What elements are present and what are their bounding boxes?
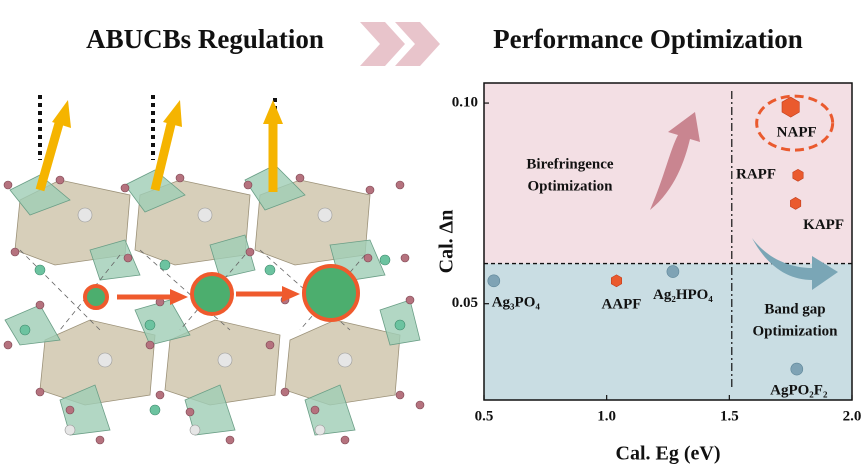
point-label: Ag₂HPO₄ xyxy=(653,287,713,303)
point xyxy=(792,168,804,182)
annotation: Optimization xyxy=(528,178,614,194)
arrow-birefringence xyxy=(650,112,700,210)
highlight-ring xyxy=(755,94,835,152)
point xyxy=(790,362,804,376)
point-label: AAPF xyxy=(601,296,641,312)
y-tick-label: 0.05 xyxy=(452,295,478,311)
point xyxy=(487,274,501,288)
plot: 0.5 1.0 1.5 2.0 0.05 0.10 Cal. Eg (eV) Cal. Δn B… xyxy=(436,82,862,465)
point xyxy=(781,96,800,118)
x-tick-label: 0.5 xyxy=(475,408,494,424)
point-label: Ag₃PO₄ xyxy=(492,294,541,310)
chevrons xyxy=(360,22,440,66)
right-heading: Performance Optimization xyxy=(493,24,803,54)
annotation: Birefringence xyxy=(526,156,614,172)
annotation: Optimization xyxy=(753,323,839,339)
point-label: NAPF xyxy=(777,125,817,141)
point-label: KAPF xyxy=(803,217,844,233)
point xyxy=(666,265,680,278)
point xyxy=(790,197,802,210)
x-axis-label: Cal. Eg (eV) xyxy=(616,443,721,465)
y-tick-label: 0.10 xyxy=(452,95,478,111)
plot-frame xyxy=(483,82,853,401)
point-label: AgPO₂F₂ xyxy=(770,383,828,399)
crystal-structure xyxy=(3,95,425,445)
x-tick-label: 2.0 xyxy=(843,408,862,424)
y-axis-label: Cal. Δn xyxy=(436,210,458,274)
annotation: Band gap xyxy=(764,301,825,317)
point xyxy=(610,274,623,288)
region-lower xyxy=(484,263,852,400)
x-tick-label: 1.0 xyxy=(597,408,616,424)
point-label: RAPF xyxy=(736,167,776,183)
x-tick-label: 1.5 xyxy=(720,408,739,424)
arrow-bandgap xyxy=(752,238,838,290)
left-heading: ABUCBs Regulation xyxy=(86,24,324,54)
